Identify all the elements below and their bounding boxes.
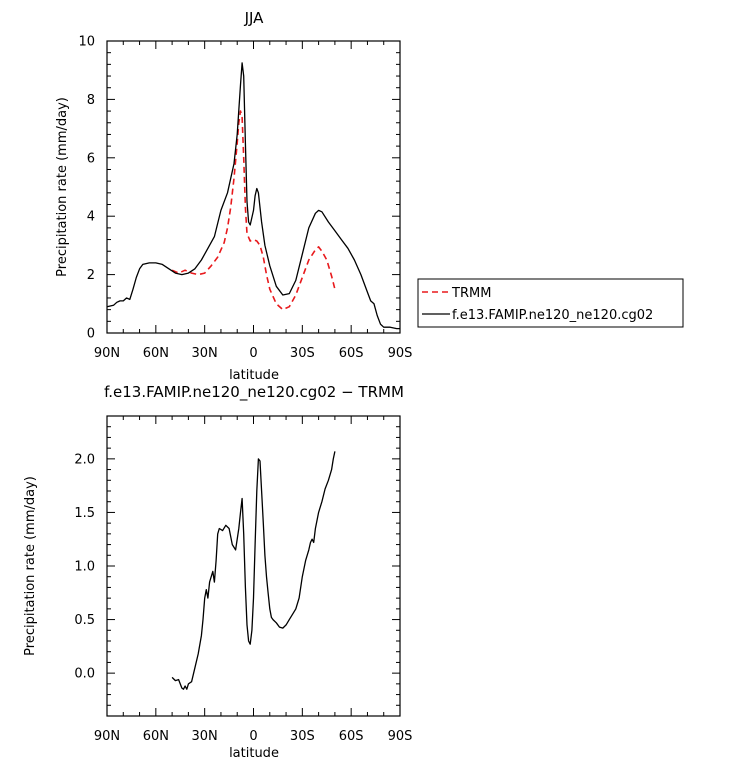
top-x-tick-label: 90N <box>94 346 120 361</box>
top-y-ticks: 0 2 4 6 8 10 <box>78 35 400 342</box>
top-x-tick-label: 60N <box>143 346 169 361</box>
bottom-series <box>171 451 336 690</box>
bottom-plot-frame <box>106 415 401 717</box>
legend: TRMM f.e13.FAMIP.ne120_ne120.cg02 <box>417 278 684 328</box>
top-x-tick-label: 30S <box>290 346 315 361</box>
top-y-tick-label: 6 <box>87 151 95 166</box>
bottom-chart-title: f.e13.FAMIP.ne120_ne120.cg02 − TRMM <box>104 383 404 402</box>
bottom-x-axis-label: latitude <box>229 746 279 761</box>
bottom-y-tick-label: 0.0 <box>74 667 95 682</box>
legend-model-label: f.e13.FAMIP.ne120_ne120.cg02 <box>452 308 653 323</box>
top-y-tick-label: 0 <box>87 327 95 342</box>
top-y-axis-label: Precipitation rate (mm/day) <box>55 97 70 277</box>
bottom-x-tick-label: 60S <box>339 729 364 744</box>
bottom-y-ticks: 0.0 0.5 1.0 1.5 2.0 <box>74 415 400 717</box>
bottom-x-tick-label: 30S <box>290 729 315 744</box>
top-y-tick-label: 4 <box>87 210 95 225</box>
top-y-tick-label: 8 <box>87 93 95 108</box>
legend-trmm-label: TRMM <box>451 286 491 301</box>
bottom-y-tick-label: 0.5 <box>74 613 95 628</box>
bottom-x-tick-label: 60N <box>143 729 169 744</box>
top-chart-title: JJA <box>244 9 265 27</box>
top-x-ticks: 90N 60N 30N 0 30S 60S 90S <box>94 41 413 361</box>
bottom-x-tick-label: 0 <box>249 729 257 744</box>
bottom-series-line-0 <box>171 451 336 690</box>
bottom-panel: f.e13.FAMIP.ne120_ne120.cg02 − TRMM 0.00… <box>23 383 412 761</box>
bottom-y-tick-label: 2.0 <box>74 452 95 467</box>
top-series <box>106 62 400 330</box>
top-x-tick-label: 30N <box>192 346 218 361</box>
bottom-x-tick-label: 30N <box>192 729 218 744</box>
top-y-tick-label: 2 <box>87 268 95 283</box>
top-series-line-0 <box>171 110 336 311</box>
bottom-x-tick-label: 90N <box>94 729 120 744</box>
top-series-line-1 <box>106 62 400 330</box>
top-x-tick-label: 90S <box>388 346 413 361</box>
bottom-y-axis-label: Precipitation rate (mm/day) <box>23 476 38 656</box>
top-x-tick-label: 60S <box>339 346 364 361</box>
top-panel: JJA 0 2 4 6 8 10 90N 60N 30N 0 30S 60S 90S latitude… <box>55 9 684 383</box>
legend-box <box>417 278 684 328</box>
bottom-x-tick-label: 90S <box>388 729 413 744</box>
bottom-y-tick-label: 1.5 <box>74 506 95 521</box>
top-x-axis-label: latitude <box>229 368 279 383</box>
top-plot-frame <box>106 40 401 334</box>
top-x-tick-label: 0 <box>249 346 257 361</box>
bottom-y-tick-label: 1.0 <box>74 560 95 575</box>
bottom-x-ticks: 90N 60N 30N 0 30S 60S 90S <box>94 416 413 744</box>
top-y-tick-label: 10 <box>78 35 95 50</box>
